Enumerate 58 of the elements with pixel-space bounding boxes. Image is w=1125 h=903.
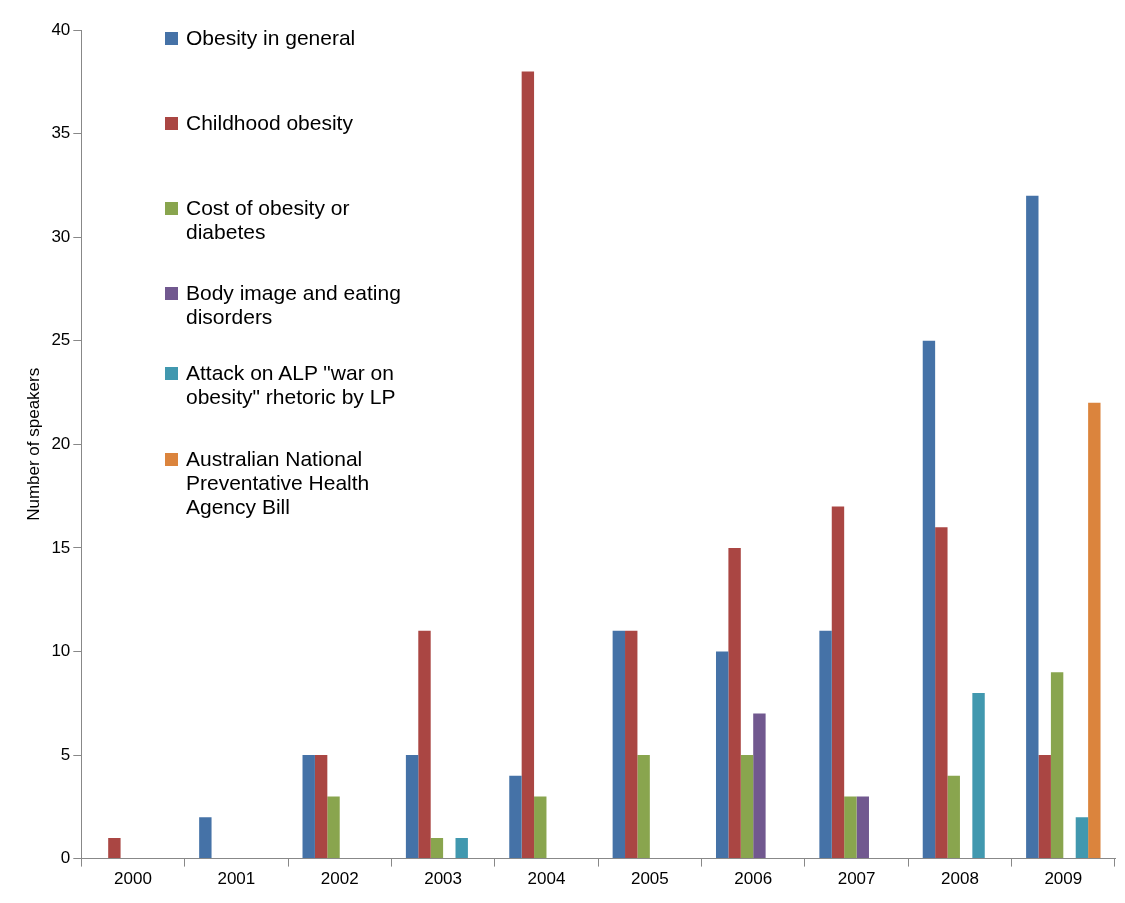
bar — [418, 630, 431, 859]
bar — [455, 837, 468, 859]
bar — [108, 837, 121, 859]
y-tick-label: 5 — [60, 744, 71, 764]
legend-label: Attack on ALP "war on obesity" rhetoric by LP — [186, 361, 397, 409]
bar — [740, 755, 754, 859]
legend-label: Obesity in general — [186, 26, 356, 50]
x-tick-label: 2005 — [630, 869, 669, 889]
legend-label: Body image and eating disorders — [186, 281, 402, 329]
y-tick-label: 30 — [51, 226, 71, 246]
bar — [199, 817, 212, 859]
x-tick-label: 2006 — [734, 869, 773, 889]
bar — [625, 630, 638, 859]
bar — [1026, 195, 1039, 859]
bar — [327, 796, 340, 859]
bar — [637, 755, 650, 859]
x-tick-label: 2009 — [1044, 869, 1083, 889]
bar — [947, 775, 960, 859]
x-tick-label: 2002 — [320, 869, 359, 889]
bar — [1038, 755, 1051, 859]
bar — [753, 713, 766, 859]
bar — [819, 630, 832, 859]
y-axis-title: Number of speakers — [23, 367, 43, 521]
x-tick-label: 2003 — [424, 869, 463, 889]
bar — [509, 775, 522, 859]
bar — [1088, 402, 1101, 859]
y-tick-label: 35 — [51, 123, 71, 143]
bar — [314, 755, 328, 859]
bar — [405, 755, 419, 859]
bar — [430, 837, 444, 859]
bar — [935, 527, 948, 859]
bar — [728, 547, 741, 859]
bar — [716, 651, 729, 859]
bar — [844, 796, 857, 859]
bar — [1050, 672, 1064, 859]
bar — [521, 71, 535, 859]
bar — [1075, 817, 1089, 859]
y-tick-label: 15 — [51, 537, 71, 557]
x-tick-label: 2007 — [837, 869, 876, 889]
y-tick-label: 25 — [51, 330, 71, 350]
bar — [856, 796, 869, 859]
bar — [302, 755, 315, 859]
y-tick-label: 10 — [51, 641, 71, 661]
x-tick-label: 2000 — [114, 869, 152, 889]
x-tick-label: 2008 — [941, 869, 979, 889]
bar — [612, 630, 626, 859]
bar — [972, 692, 985, 859]
legend-label: Cost of obesity or diabetes — [186, 196, 351, 244]
y-tick-label: 0 — [60, 848, 71, 868]
bar — [534, 796, 547, 859]
bar — [831, 506, 845, 859]
legend-label: Australian National Preventative Health Agency Bill — [186, 447, 371, 519]
y-tick-label: 20 — [51, 433, 71, 453]
x-tick-label: 2004 — [527, 869, 566, 889]
y-tick-label: 40 — [51, 19, 71, 39]
x-tick-label: 2001 — [217, 869, 256, 889]
legend-label: Childhood obesity — [186, 111, 353, 135]
bar — [922, 340, 936, 859]
